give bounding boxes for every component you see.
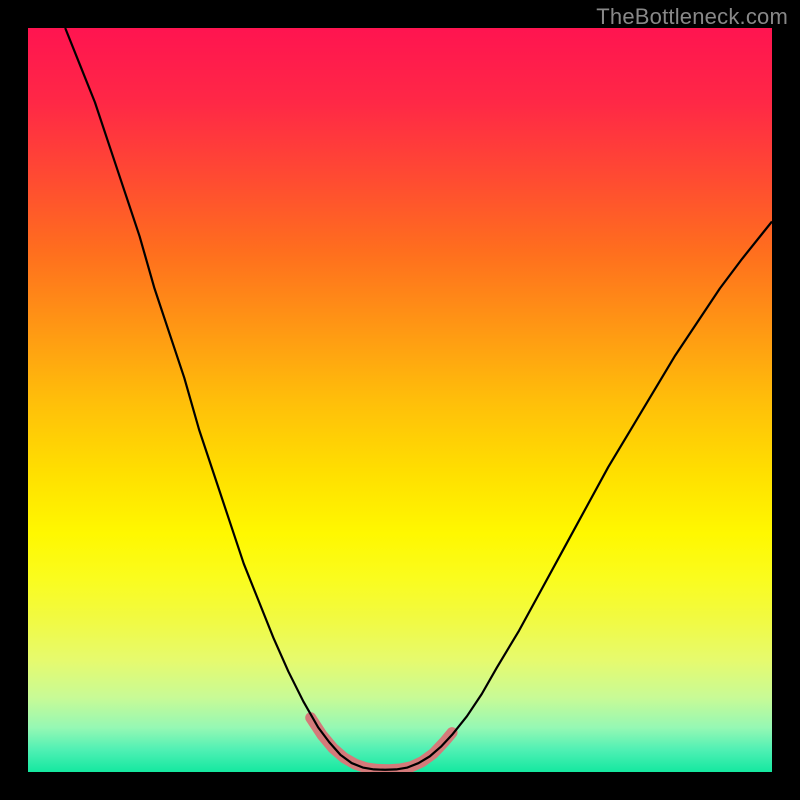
gradient-background [28, 28, 772, 772]
bottleneck-chart [28, 28, 772, 772]
chart-container: TheBottleneck.com [0, 0, 800, 800]
watermark-text: TheBottleneck.com [596, 4, 788, 30]
plot-area [28, 28, 772, 772]
